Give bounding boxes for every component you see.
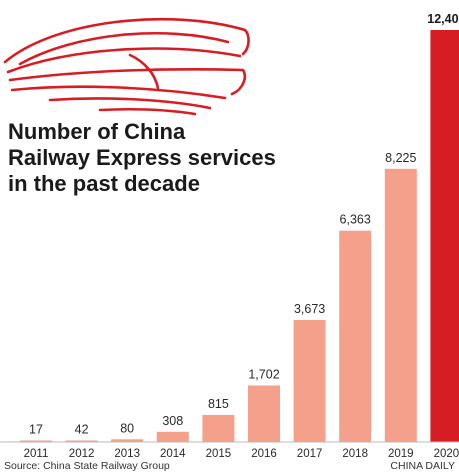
publisher-credit: CHINA DAILY	[390, 460, 455, 472]
chart-title-line-2: Railway Express services	[8, 145, 276, 170]
value-label-2020: 12,406	[427, 12, 459, 26]
bars-group	[20, 30, 459, 443]
bar-2017	[293, 320, 326, 442]
chart-title-line-3: in the past decade	[8, 171, 200, 196]
x-tick-2013: 2013	[114, 448, 140, 460]
x-tick-2017: 2017	[297, 448, 323, 460]
value-label-2015: 815	[208, 397, 229, 411]
high-speed-train-icon	[3, 17, 250, 116]
bar-2012	[65, 440, 98, 442]
bar-2020	[430, 30, 459, 442]
x-tick-2012: 2012	[69, 448, 95, 460]
value-label-2011: 17	[29, 423, 43, 437]
value-label-2012: 42	[75, 423, 89, 437]
bar-2011	[20, 440, 52, 442]
x-axis-tick-labels: 2011 2012 2013 2014 2015 2016 2017 2018 2019 2020	[24, 448, 459, 460]
source-note: Source: China State Railway Group	[4, 460, 170, 472]
x-tick-2020: 2020	[434, 448, 459, 460]
x-tick-2014: 2014	[160, 448, 186, 460]
bar-2019	[384, 168, 417, 443]
value-label-2018: 6,363	[340, 213, 371, 227]
value-label-2014: 308	[162, 414, 183, 428]
x-tick-2011: 2011	[24, 448, 49, 460]
bar-2014	[156, 431, 189, 442]
bar-2018	[339, 230, 372, 442]
value-labels-group: 17 42 80 308 815 1,702 3,673 6,363 8,225 12,406	[29, 12, 459, 437]
value-label-2019: 8,225	[385, 151, 416, 165]
bar-2015	[202, 414, 235, 442]
bar-2013	[111, 439, 144, 442]
chart-title-line-1: Number of China	[8, 119, 186, 144]
x-tick-2018: 2018	[342, 448, 368, 460]
x-tick-2016: 2016	[251, 448, 277, 460]
value-label-2016: 1,702	[248, 368, 279, 382]
value-label-2017: 3,673	[294, 302, 325, 316]
bar-2016	[248, 385, 280, 442]
value-label-2013: 80	[120, 421, 134, 435]
x-tick-2019: 2019	[388, 448, 414, 460]
x-tick-2015: 2015	[206, 448, 232, 460]
